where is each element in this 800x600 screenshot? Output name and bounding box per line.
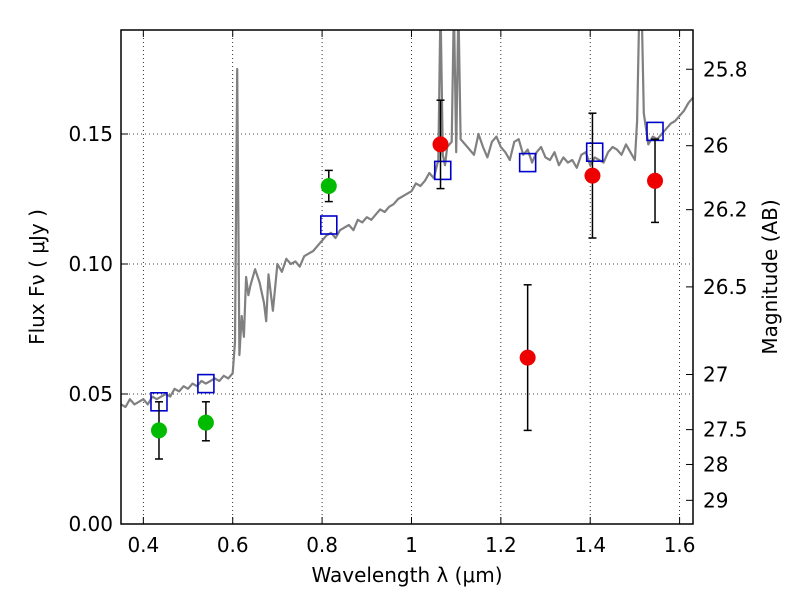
y2-tick-label: 28 (703, 452, 728, 476)
y2-tick-label: 27.5 (703, 418, 748, 442)
data-point-marker (432, 136, 449, 153)
tick-layer: 0.4 0.6 0.8 1 1.2 1.4 1.6 0.00 0.05 0.10 0.15 25.8 2… (68, 30, 748, 557)
grid-layer (121, 30, 693, 525)
x-tick-label: 1.4 (574, 533, 606, 557)
y2-tick-label: 26.2 (703, 198, 748, 222)
x-tick-label: 0.6 (217, 533, 249, 557)
y2-tick-label: 29 (703, 488, 728, 512)
x-tick-label: 0.8 (306, 533, 338, 557)
plot-layer (121, 30, 693, 460)
x-tick-label: 1 (405, 533, 418, 557)
x-tick-label: 1.6 (664, 533, 696, 557)
model-square-marker (518, 152, 537, 173)
y2-axis-title: Magnitude (AB) (758, 199, 782, 354)
y-tick-label: 0.10 (68, 252, 113, 276)
x-tick-label: 0.4 (127, 533, 159, 557)
plot-frame (120, 29, 694, 525)
y-tick-label: 0.05 (68, 382, 113, 406)
data-point-marker (584, 167, 601, 184)
model-square-marker (585, 142, 604, 162)
model-square-marker (319, 215, 338, 235)
model-square-marker (433, 160, 452, 181)
data-point-marker (320, 178, 337, 194)
data-point-marker (519, 349, 536, 366)
model-square-marker (197, 373, 215, 394)
x-axis-title: Wavelength λ (μm) (311, 563, 502, 587)
y-tick-label: 0.15 (68, 122, 113, 146)
y2-tick-label: 25.8 (703, 57, 748, 81)
x-tick-label: 1.2 (485, 533, 517, 557)
data-point-marker (647, 172, 664, 189)
y2-tick-label: 26 (703, 134, 728, 158)
data-point-marker (197, 414, 214, 431)
y-axis-title: Flux Fν ( μJy ) (25, 209, 49, 345)
y2-tick-label: 27 (703, 363, 728, 387)
spectrum-line (121, 30, 693, 409)
y2-tick-label: 26.5 (703, 275, 748, 299)
data-point-marker (150, 422, 167, 439)
y-tick-label: 0.00 (68, 512, 113, 536)
